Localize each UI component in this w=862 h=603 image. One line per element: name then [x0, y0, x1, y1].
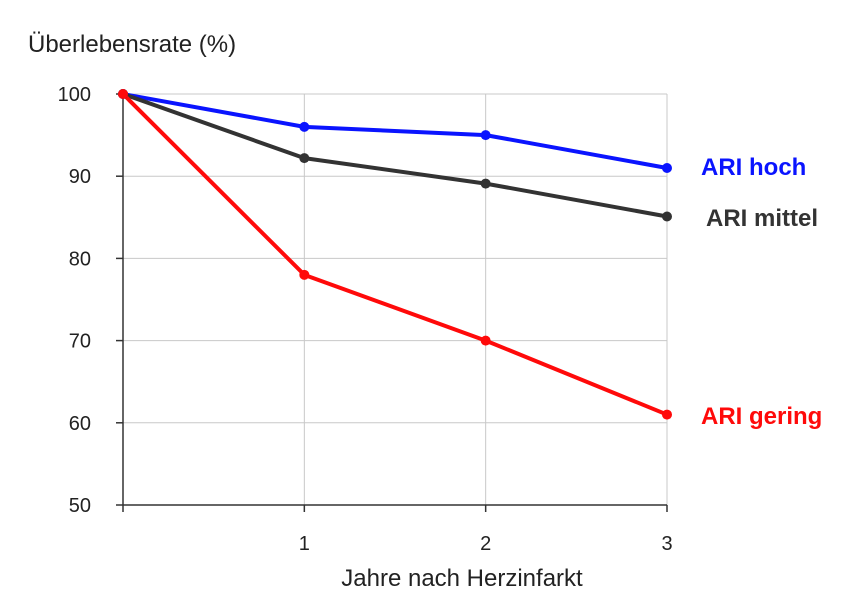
data-point — [118, 89, 128, 99]
data-point — [662, 211, 672, 222]
data-point — [662, 162, 672, 173]
y-axis-title: Überlebensrate (%) — [28, 31, 236, 58]
data-point — [480, 130, 491, 141]
x-tick-label: 2 — [480, 533, 491, 555]
y-tick-label: 80 — [69, 248, 91, 270]
grid-lines — [123, 93, 668, 505]
data-point — [480, 178, 491, 189]
data-point — [480, 335, 491, 346]
data-point — [299, 121, 310, 132]
y-tick-labels: 100 90 80 70 60 50 — [58, 84, 91, 517]
series-label: ARI hoch — [701, 154, 806, 181]
y-tick-label: 50 — [69, 495, 91, 517]
series-lines — [121, 92, 668, 417]
series-labels: ARI hoch ARI mittel ARI gering — [701, 154, 822, 430]
series-line — [121, 92, 668, 417]
data-point — [299, 269, 310, 280]
x-axis-title: Jahre nach Herzinfarkt — [341, 565, 583, 592]
y-tick-label: 100 — [58, 84, 91, 106]
data-point — [662, 409, 672, 420]
x-tick-labels: 1 2 3 — [299, 533, 673, 555]
y-tick-label: 90 — [69, 166, 91, 188]
data-point — [299, 153, 310, 164]
x-tick-label: 3 — [661, 533, 672, 555]
y-tick-label: 60 — [69, 413, 91, 435]
x-tick-label: 1 — [299, 533, 310, 555]
axes — [116, 92, 668, 512]
series-label: ARI mittel — [706, 205, 818, 232]
series-line — [122, 92, 668, 219]
series-points — [118, 89, 672, 420]
series-label: ARI gering — [701, 403, 822, 430]
y-tick-label: 70 — [69, 331, 91, 353]
series-line — [122, 92, 668, 170]
